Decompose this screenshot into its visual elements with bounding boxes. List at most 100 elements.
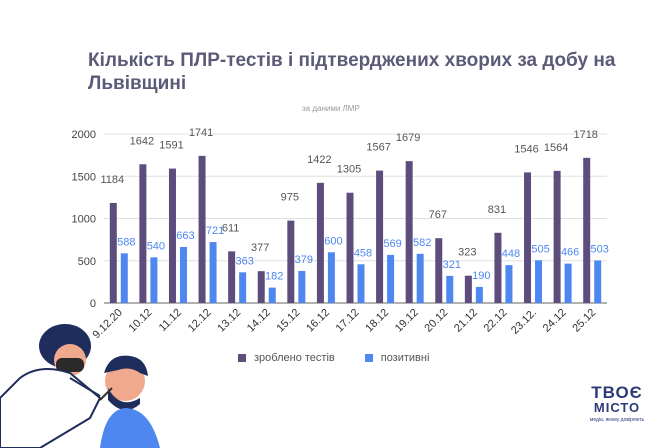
- data-label-positive: 600: [324, 235, 342, 247]
- bar-positive: [505, 265, 513, 303]
- data-label-tested: 975: [281, 192, 299, 204]
- bar-tested: [109, 202, 117, 303]
- logo-tagline: медіа, якому довіряють: [589, 417, 645, 423]
- logo-line2: МІСТО: [593, 400, 641, 415]
- bar-tested: [376, 170, 384, 303]
- data-label-tested: 1564: [544, 142, 568, 154]
- bar-tested: [139, 164, 147, 303]
- x-tick-label: 19.12: [393, 307, 421, 335]
- data-label-positive: 569: [383, 238, 401, 250]
- bar-positive: [209, 242, 217, 303]
- bar-tested: [316, 182, 324, 303]
- data-label-tested: 1642: [130, 135, 154, 147]
- chart-legend: зроблено тестів позитивні: [238, 352, 459, 364]
- bar-tested: [494, 232, 502, 303]
- y-tick-label: 500: [78, 256, 96, 268]
- bar-positive: [298, 270, 306, 303]
- legend-swatch-tested: [238, 354, 246, 362]
- bar-tested: [198, 155, 206, 303]
- x-tick-label: 22.12: [482, 307, 510, 335]
- data-label-tested: 1546: [514, 143, 538, 155]
- data-label-tested: 1591: [159, 140, 183, 152]
- data-label-positive: 505: [531, 243, 549, 255]
- x-tick-label: 14.12: [245, 307, 273, 335]
- x-tick-label: 21.12: [452, 307, 480, 335]
- legend-label-positive: позитивні: [380, 352, 430, 364]
- bar-positive: [268, 287, 276, 303]
- data-label-positive: 540: [147, 240, 165, 252]
- legend-item-positive: позитивні: [364, 352, 430, 364]
- bar-positive: [150, 257, 158, 303]
- bar-tested: [583, 157, 591, 303]
- bar-positive: [120, 253, 128, 303]
- data-label-tested: 1741: [189, 127, 213, 139]
- data-label-positive: 663: [176, 230, 194, 242]
- data-label-positive: 448: [502, 248, 520, 260]
- bar-tested: [287, 220, 295, 303]
- x-tick-label: 20.12: [422, 307, 450, 335]
- data-label-positive: 503: [591, 243, 609, 255]
- data-label-tested: 1718: [573, 129, 597, 141]
- x-tick-label: 23.12.: [509, 307, 539, 337]
- data-label-positive: 582: [413, 237, 431, 249]
- bar-tested: [464, 275, 472, 303]
- bar-tested: [405, 161, 413, 303]
- x-tick-label: 13.12: [215, 307, 243, 335]
- bar-positive: [594, 260, 602, 303]
- bar-positive: [239, 272, 247, 303]
- data-label-tested: 611: [222, 222, 240, 234]
- data-label-tested: 831: [488, 204, 506, 216]
- data-label-tested: 1567: [366, 142, 390, 154]
- y-tick-label: 1500: [72, 171, 96, 183]
- data-label-tested: 377: [251, 242, 269, 254]
- x-tick-label: 15.12: [274, 307, 302, 335]
- logo-line1: ТВОЄ: [591, 383, 643, 402]
- x-tick-label: 12.12: [186, 307, 214, 335]
- data-label-positive: 458: [354, 247, 372, 259]
- data-label-tested: 1305: [337, 164, 361, 176]
- bar-tested: [553, 170, 561, 303]
- data-label-positive: 379: [295, 254, 313, 266]
- legend-item-tested: зроблено тестів: [238, 352, 335, 364]
- data-label-positive: 182: [265, 271, 283, 283]
- x-tick-label: 18.12: [363, 307, 391, 335]
- data-label-positive: 588: [117, 236, 135, 248]
- bar-tested: [346, 192, 354, 303]
- chart-subtitle: за даними ЛМР: [302, 104, 360, 113]
- bar-positive: [564, 263, 572, 303]
- tvoe-misto-logo: ТВОЄ МІСТО медіа, якому довіряють: [578, 384, 656, 436]
- bar-positive: [446, 275, 454, 303]
- bar-positive: [475, 286, 483, 303]
- y-tick-label: 2000: [72, 129, 96, 141]
- y-tick-label: 0: [90, 298, 96, 310]
- bar-positive: [179, 246, 187, 303]
- bar-tested: [524, 172, 532, 303]
- bar-positive: [327, 252, 335, 303]
- y-tick-label: 1000: [72, 214, 96, 226]
- doctor-swab-test-illustration: [0, 324, 160, 448]
- data-label-tested: 1422: [307, 154, 331, 166]
- data-label-positive: 466: [561, 247, 579, 259]
- bar-positive: [535, 260, 543, 303]
- x-tick-label: 17.12: [334, 307, 362, 335]
- bar-positive: [357, 264, 365, 303]
- data-label-tested: 1679: [396, 132, 420, 144]
- legend-swatch-positive: [364, 354, 373, 362]
- x-tick-label: 25.12: [570, 307, 598, 335]
- bar-tested: [228, 251, 236, 303]
- data-label-tested: 1184: [100, 174, 124, 186]
- x-tick-label: 16.12: [304, 307, 332, 335]
- bar-tested: [257, 271, 265, 303]
- data-label-tested: 767: [429, 209, 447, 221]
- data-label-positive: 190: [472, 270, 490, 282]
- bar-tested: [435, 238, 443, 303]
- data-label-positive: 363: [235, 255, 253, 267]
- bar-tested: [168, 168, 176, 303]
- data-label-positive: 721: [206, 225, 224, 237]
- legend-label-tested: зроблено тестів: [254, 352, 335, 364]
- data-label-positive: 321: [443, 259, 461, 271]
- bar-positive: [416, 253, 424, 303]
- data-label-tested: 323: [458, 247, 476, 259]
- chart-title: Кількість ПЛР-тестів і підтверджених хво…: [88, 50, 616, 94]
